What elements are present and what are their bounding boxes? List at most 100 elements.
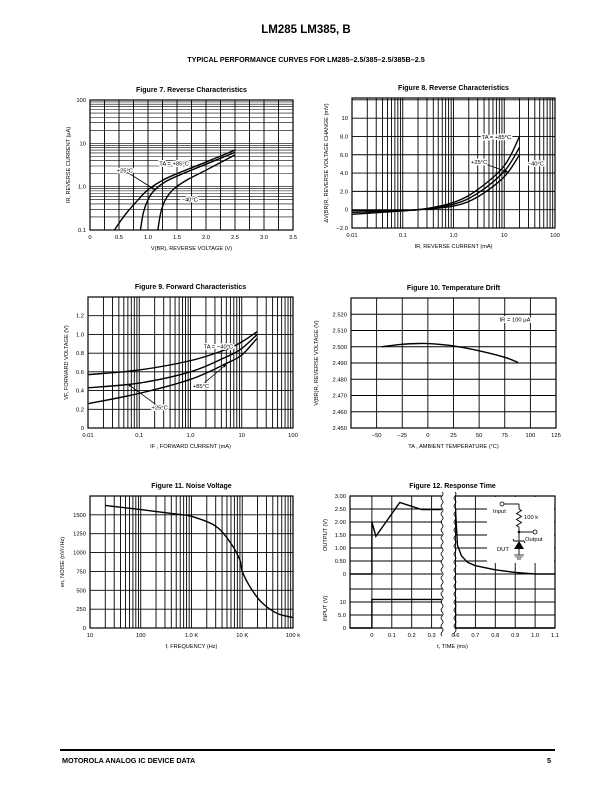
zener-diode-icon: [514, 541, 524, 549]
plot-frame: [350, 297, 557, 429]
x-tick-label: 1.0: [531, 633, 539, 639]
chart-title: Figure 11. Noise Voltage: [151, 483, 232, 490]
y-tick-label: 0.50: [335, 559, 346, 565]
y-tick-label: 6.0: [340, 153, 348, 159]
circuit-input-label: Input: [493, 509, 506, 515]
y-axis-label: VF, FORWARD VOLTAGE (V): [64, 325, 70, 400]
y-tick-label: 0.6: [76, 370, 84, 376]
y-tick-label: 0: [343, 572, 346, 578]
output-terminal: [532, 529, 538, 535]
series-line: [381, 342, 519, 364]
x-tick-label: 100: [288, 433, 298, 439]
circuit-dut-label: DUT: [497, 547, 509, 553]
curve-annotation: TA = +85°C: [482, 135, 512, 141]
x-tick-label: 100 k: [286, 633, 300, 639]
curve-annotation: TA = +85°C: [159, 161, 189, 167]
y-tick-label: 3.00: [335, 494, 346, 500]
y-tick-label: 5.0: [338, 613, 346, 619]
x-tick-label: 0.6: [451, 633, 459, 639]
y-axis-label: IR, REVERSE CURRENT (μA): [66, 127, 72, 204]
y-tick-label: 1.50: [335, 533, 346, 539]
x-tick-label: 0.7: [471, 633, 479, 639]
y-tick-label: 1.0: [76, 332, 84, 338]
footer-publication: MOTOROLA ANALOG IC DEVICE DATA: [62, 756, 196, 765]
y-tick-label: 2.520: [332, 312, 347, 318]
y-tick-label: 2.460: [332, 410, 347, 416]
curve-annotation: TA = −40°C: [204, 344, 234, 350]
x-tick-label: 125: [551, 433, 561, 439]
series-line: [351, 136, 521, 212]
axis-break-marker: [440, 491, 457, 637]
y-tick-label: 2.00: [335, 520, 346, 526]
test-circuit-diagram: Input 100 k Output DUT: [487, 497, 554, 563]
figure-12-chart: Figure 12. Response Time00.501.001.502.0…: [323, 483, 559, 650]
figure-8-chart: Figure 8. Reverse Characteristics −2.0 0 2.…: [324, 85, 560, 250]
y-axis-label: V(BR)R, REVERSE VOLTAGE (V): [314, 320, 320, 405]
curve-annotation: +25°C: [471, 160, 487, 166]
plot-frame: [89, 495, 294, 629]
resistor-icon: [515, 508, 523, 528]
y-axis-label: en, NOISE (nV/√Hz): [59, 537, 66, 587]
x-tick-label: 0.8: [491, 633, 499, 639]
curve-annotation: −40°C: [528, 162, 544, 168]
y-tick-label: 2.470: [332, 394, 347, 400]
circuit-output-label: Output: [525, 537, 543, 543]
x-tick-label: 0.2: [408, 633, 416, 639]
chart-title: Figure 12. Response Time: [409, 483, 496, 490]
series-line: [157, 154, 236, 231]
x-tick-label: 1.0: [449, 233, 457, 239]
series-line: [351, 154, 521, 215]
x-tick-label: 10: [87, 633, 93, 639]
y-tick-label: 2.0: [340, 189, 348, 195]
chart-title: Figure 9. Forward Characteristics: [135, 284, 246, 291]
y-tick-label: 0.1: [78, 228, 86, 234]
figure-10-chart: Figure 10. Temperature Drift 2.450 2.460 2.…: [314, 285, 561, 450]
y-axis-label: INPUT (V): [323, 596, 329, 622]
arrowhead-icon: [151, 186, 155, 190]
y-tick-label: 1.0: [78, 185, 86, 191]
y-tick-label: 0: [83, 626, 86, 632]
x-tick-label: 1.1: [551, 633, 559, 639]
series-line: [87, 331, 258, 376]
x-tick-label: −25: [397, 433, 407, 439]
x-tick-label: 0.01: [82, 433, 93, 439]
x-tick-label: 10: [239, 433, 245, 439]
arrowhead-icon: [127, 384, 132, 388]
curve-annotation: −40°C: [182, 198, 198, 204]
input-terminal: [499, 501, 505, 507]
x-tick-label: 0.9: [511, 633, 519, 639]
series-line: [87, 333, 258, 389]
plot-frame: [351, 97, 556, 229]
x-tick-label: 75: [502, 433, 508, 439]
arrowhead-icon: [504, 169, 509, 173]
x-tick-label: 100: [526, 433, 536, 439]
chart-title: Figure 10. Temperature Drift: [407, 285, 501, 292]
figure-7-chart: Figure 7. Reverse Characteristics 0.1 1.0 1…: [66, 87, 297, 252]
x-tick-label: 0: [426, 433, 429, 439]
grid: [87, 296, 294, 429]
y-tick-label: 750: [76, 569, 86, 575]
y-tick-label: 10: [340, 600, 346, 606]
series-line: [105, 504, 294, 619]
y-tick-label: 2.50: [335, 507, 346, 513]
series-line: [113, 149, 236, 231]
series-line: [351, 147, 521, 214]
figure-11-chart: Figure 11. Noise Voltage 0 250 500 750 1000 12…: [59, 483, 300, 650]
series-line: [139, 151, 236, 231]
y-tick-label: 2.480: [332, 377, 347, 383]
x-tick-label: 25: [450, 433, 456, 439]
y-tick-label: 500: [76, 588, 86, 594]
series-line-input: [350, 598, 442, 629]
x-tick-label: 0.5: [115, 235, 123, 241]
plot-frame: [89, 99, 294, 231]
x-tick-label: −50: [372, 433, 382, 439]
x-tick-label: 100: [550, 233, 560, 239]
y-tick-label: −2.0: [337, 226, 348, 232]
arrowhead-icon: [222, 364, 227, 368]
x-tick-label: 0.1: [388, 633, 396, 639]
y-tick-label: 0: [81, 426, 84, 432]
x-tick-label: 0.1: [399, 233, 407, 239]
curve-annotation: +85°C: [193, 384, 209, 390]
x-tick-label: 10: [501, 233, 507, 239]
